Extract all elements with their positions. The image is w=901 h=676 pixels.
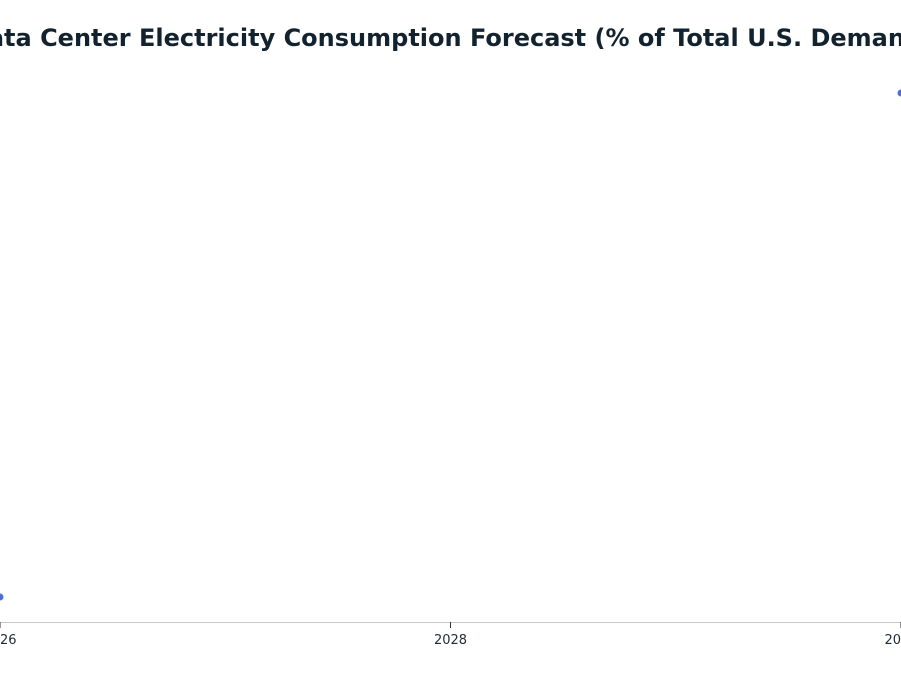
data-point — [0, 593, 4, 601]
data-points — [0, 89, 901, 601]
x-tick-label: 2030 — [884, 633, 901, 648]
x-axis-ticks: 2026 2028 2030 — [0, 622, 901, 648]
x-tick-label: 2028 — [434, 633, 467, 648]
chart-title: Data Center Electricity Consumption Fore… — [0, 24, 901, 52]
x-tick-label: 2026 — [0, 633, 17, 648]
data-point — [897, 89, 901, 97]
